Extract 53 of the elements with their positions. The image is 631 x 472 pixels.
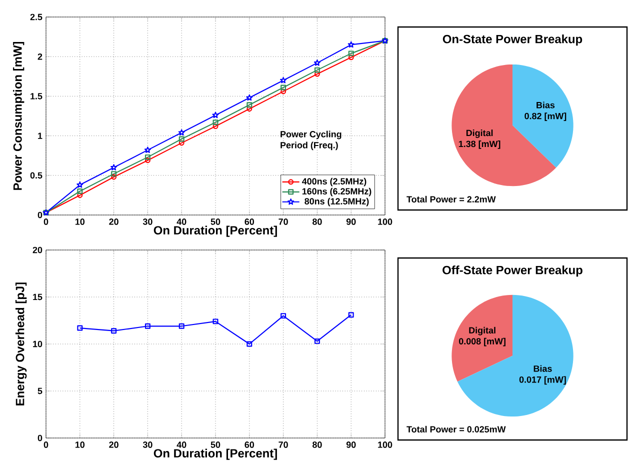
y-tick-label: 0 — [38, 212, 42, 218]
legend-label: 160ns (6.25MHz) — [302, 188, 372, 196]
x-tick-label: 50 — [210, 218, 220, 225]
x-tick-label: 60 — [244, 442, 254, 448]
x-tick-label: 10 — [75, 218, 85, 225]
legend-title: Power Cycling Period (Freq.) — [280, 130, 342, 150]
x-tick-label: 0 — [44, 442, 48, 448]
x-tick-label: 40 — [176, 218, 186, 225]
x-tick-label: 70 — [278, 218, 288, 225]
x-axis-title: On Duration [Percent] — [154, 226, 277, 237]
text: Total Power = 0.025mW — [406, 426, 506, 432]
slice-label: Digital — [469, 326, 496, 336]
slice-label: Bias — [536, 102, 555, 108]
text: Total Power = 2.2mW — [406, 196, 496, 202]
x-tick-label: 90 — [346, 442, 356, 448]
slice-label: Digital — [466, 130, 493, 138]
y-tick-label: 10 — [33, 340, 42, 348]
x-tick-label: 20 — [109, 218, 118, 225]
x-tick-label: 10 — [75, 442, 85, 448]
y-tick-label: 0 — [38, 434, 42, 442]
data-label: 0.017 [mW] — [519, 376, 566, 385]
x-tick-label: 100 — [378, 442, 392, 448]
x-axis-title: On Duration [Percent] — [154, 448, 277, 460]
data-label: 1.38 [mW] — [458, 140, 500, 149]
data-label: 0.82 [mW] — [524, 112, 566, 122]
slice-label: Bias — [534, 365, 552, 372]
y-tick-label: 1.5 — [30, 93, 42, 100]
data-label: 0.008 [mW] — [458, 338, 506, 346]
y-tick-label: 2 — [38, 53, 42, 60]
y-tick-label: 5 — [38, 388, 42, 394]
y-axis-title: Energy Overhead [pJ] — [15, 282, 27, 406]
y-tick-label: 1 — [38, 132, 42, 139]
x-tick-label: 80 — [312, 442, 322, 448]
x-tick-label: 50 — [210, 442, 220, 448]
chart-title: Off-State Power Breakup — [442, 266, 582, 277]
y-tick-label: 0.5 — [30, 172, 42, 179]
x-tick-label: 20 — [109, 442, 118, 448]
x-tick-label: 70 — [278, 442, 288, 448]
y-tick-label: 15 — [33, 294, 42, 300]
x-tick-label: 90 — [346, 218, 356, 225]
y-tick-label: 2.5 — [30, 14, 42, 20]
y-axis-title: Power Consumption [mW] — [13, 42, 24, 190]
x-tick-label: 30 — [142, 218, 152, 225]
chart-title: On-State Power Breakup — [442, 34, 582, 46]
legend-label: 80ns (12.5MHz) — [304, 198, 369, 206]
x-tick-label: 40 — [176, 442, 186, 448]
y-tick-label: 20 — [32, 246, 42, 254]
x-tick-label: 80 — [312, 218, 322, 225]
x-tick-label: 60 — [244, 218, 254, 225]
x-tick-label: 100 — [378, 218, 392, 225]
x-tick-label: 30 — [142, 442, 152, 448]
x-tick-label: 0 — [44, 218, 48, 225]
legend-label: 400ns (2.5MHz) — [302, 178, 366, 186]
